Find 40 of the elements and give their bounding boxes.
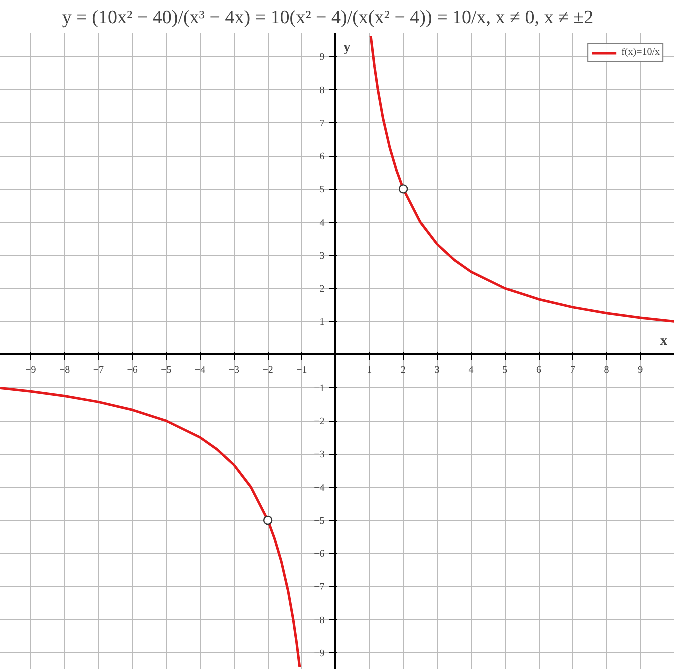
x-tick-label: 8 [604, 364, 610, 376]
y-tick-label: −8 [314, 615, 325, 626]
y-tick-label: 2 [320, 284, 325, 296]
x-tick-label: −2 [262, 364, 274, 376]
x-tick-label: 7 [570, 364, 576, 376]
y-tick-label: −3 [314, 450, 325, 461]
x-tick-label: −3 [228, 364, 240, 376]
x-tick-label: −7 [93, 364, 104, 376]
x-tick-label: −5 [161, 364, 172, 376]
y-tick-label: −2 [314, 416, 325, 428]
x-tick-label: 3 [434, 364, 440, 376]
y-tick-label: 7 [320, 118, 325, 130]
y-tick-label: 9 [320, 52, 325, 64]
y-axis-title: y [344, 40, 351, 56]
y-tick-label: −9 [314, 648, 325, 660]
y-tick-label: 4 [320, 218, 325, 229]
x-tick-label: 5 [502, 364, 508, 376]
y-tick-label: 5 [320, 184, 325, 196]
y-tick-label: 6 [320, 152, 325, 163]
x-tick-label: 4 [468, 364, 474, 376]
y-tick-label: −6 [314, 549, 325, 560]
x-tick-label: 6 [536, 364, 542, 376]
x-axis-title: x [660, 334, 668, 349]
chart-title: y = (10x² − 40)/(x³ − 4x) = 10(x² − 4)/(x(x² − 4)) = 10/x, x ≠ 0, x ≠ ±2 [62, 8, 594, 28]
x-tick-label: 2 [401, 364, 406, 376]
y-tick-label: −7 [314, 582, 325, 594]
y-tick-label: −4 [314, 482, 325, 494]
x-tick-label: 1 [367, 364, 372, 376]
x-tick-label: 9 [638, 364, 644, 376]
x-tick-label: −1 [296, 364, 308, 376]
y-tick-label: −1 [314, 383, 325, 394]
x-tick-label: −9 [26, 364, 36, 376]
x-tick-label: −8 [60, 364, 70, 376]
y-tick-label: 3 [320, 250, 325, 262]
y-tick-label: 8 [320, 85, 325, 96]
y-tick-label: −5 [314, 516, 325, 527]
y-tick-label: 1 [320, 317, 325, 328]
x-tick-label: −6 [127, 364, 138, 376]
x-tick-label: −4 [195, 364, 206, 376]
legend-label: f(x)=10/x [622, 47, 660, 58]
